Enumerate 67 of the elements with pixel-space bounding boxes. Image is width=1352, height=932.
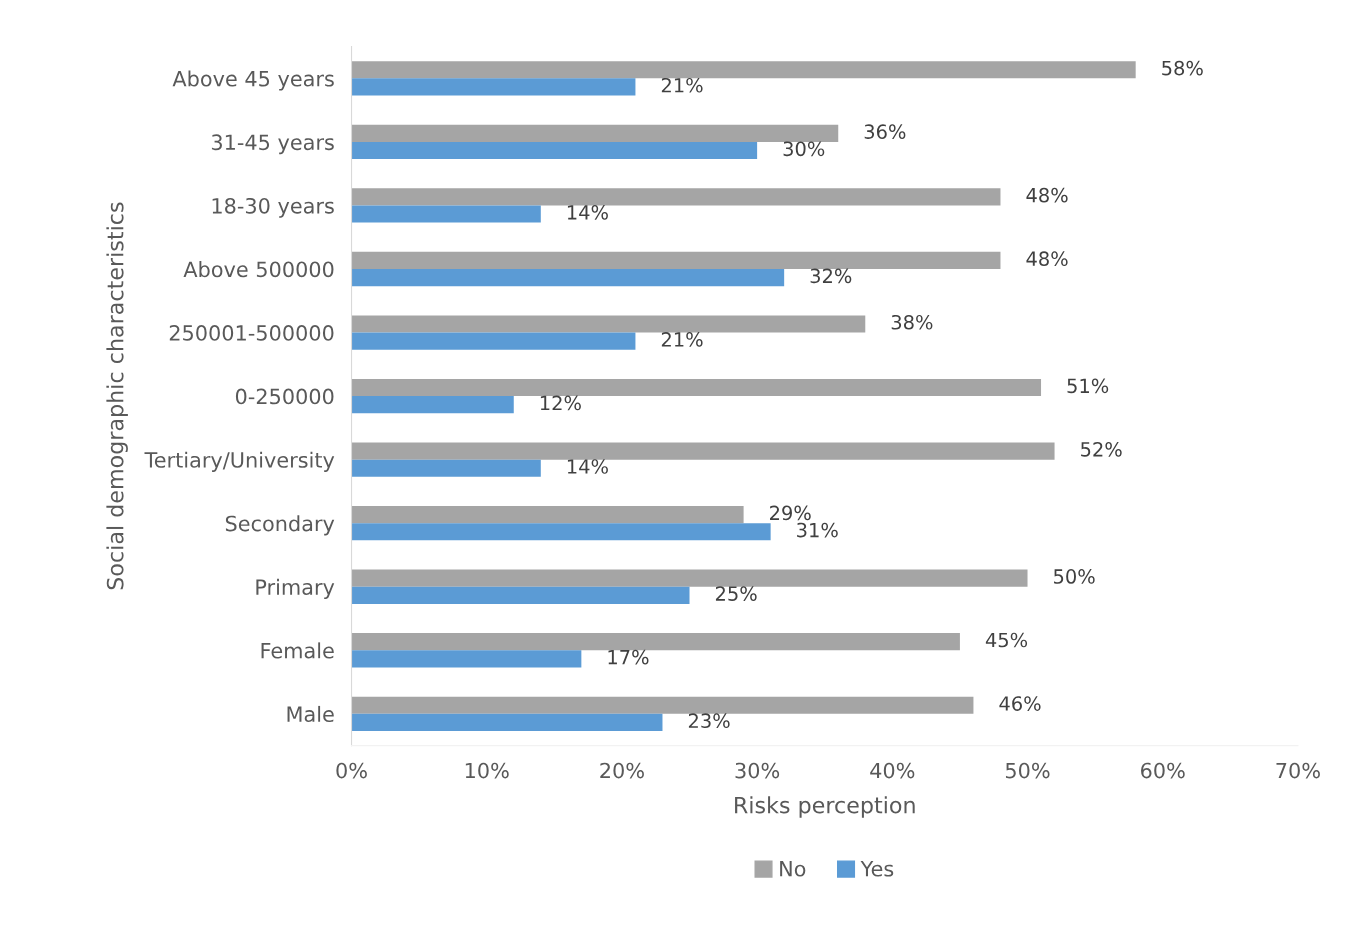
bar xyxy=(351,586,690,604)
y-axis-title: Social demographic characteristics xyxy=(106,202,128,590)
bar xyxy=(351,251,1001,270)
data-label: 29% xyxy=(770,505,811,521)
bar xyxy=(351,205,541,223)
data-label: 48% xyxy=(1026,187,1068,203)
legend-label: No xyxy=(780,861,806,877)
y-tick-label: 0-250000 xyxy=(235,388,334,405)
bar xyxy=(351,696,974,714)
data-label: 38% xyxy=(891,314,933,330)
y-tick-label: 31-45 years xyxy=(211,134,334,155)
x-tick-label: 10% xyxy=(465,762,509,779)
bar xyxy=(351,523,771,541)
data-label: 51% xyxy=(1067,378,1109,394)
bar xyxy=(351,188,1001,206)
x-axis-title: Risks perception xyxy=(735,796,915,818)
data-label: 50% xyxy=(1054,569,1095,584)
bar xyxy=(351,396,514,414)
x-tick-label: 60% xyxy=(1141,762,1185,779)
x-tick-label: 0% xyxy=(336,762,367,779)
y-tick-label: Above 500000 xyxy=(183,261,334,278)
bar xyxy=(351,633,960,651)
bar xyxy=(351,61,1136,79)
bar xyxy=(351,713,663,731)
data-label: 52% xyxy=(1081,442,1122,457)
bar xyxy=(351,141,758,160)
bar xyxy=(351,442,1055,460)
y-tick-label: Male xyxy=(287,705,334,723)
x-tick-label: 50% xyxy=(1005,762,1050,779)
bar xyxy=(351,315,866,333)
x-tick-label: 40% xyxy=(870,762,915,779)
bar xyxy=(351,124,839,142)
bar xyxy=(351,506,744,524)
bar xyxy=(351,332,636,350)
x-tick-label: 70% xyxy=(1276,762,1320,779)
x-tick-label: 30% xyxy=(735,762,780,779)
data-label: 46% xyxy=(999,696,1041,711)
y-tick-label: Female xyxy=(261,642,334,659)
data-label: 17% xyxy=(608,649,649,665)
data-label: 36% xyxy=(864,124,906,139)
bar xyxy=(351,378,1042,397)
data-label: 14% xyxy=(567,204,608,220)
data-label: 12% xyxy=(540,395,581,411)
bar xyxy=(351,459,541,477)
data-label: 32% xyxy=(810,268,852,284)
y-tick-label: 18-30 years xyxy=(212,197,334,218)
bar xyxy=(351,269,785,287)
bar xyxy=(351,569,1028,587)
y-tick-label: Above 45 years xyxy=(172,70,334,91)
y-tick-label: 250001-500000 xyxy=(169,325,334,341)
data-label: 45% xyxy=(985,632,1028,648)
y-tick-label: Tertiary/University xyxy=(144,451,335,472)
bar xyxy=(351,78,636,96)
data-label: 30% xyxy=(783,141,825,157)
y-tick-label: Secondary xyxy=(225,515,335,536)
x-tick-label: 20% xyxy=(600,762,644,779)
data-label: 14% xyxy=(567,459,608,474)
data-label: 58% xyxy=(1162,60,1203,76)
data-label: 21% xyxy=(661,77,703,93)
bar xyxy=(351,650,582,668)
data-label: 48% xyxy=(1026,251,1068,267)
data-label: 21% xyxy=(661,332,703,347)
data-label: 31% xyxy=(797,522,838,538)
y-tick-label: Primary xyxy=(256,578,335,599)
legend-label: Yes xyxy=(860,861,894,877)
data-label: 25% xyxy=(715,586,757,601)
data-label: 23% xyxy=(688,713,730,729)
